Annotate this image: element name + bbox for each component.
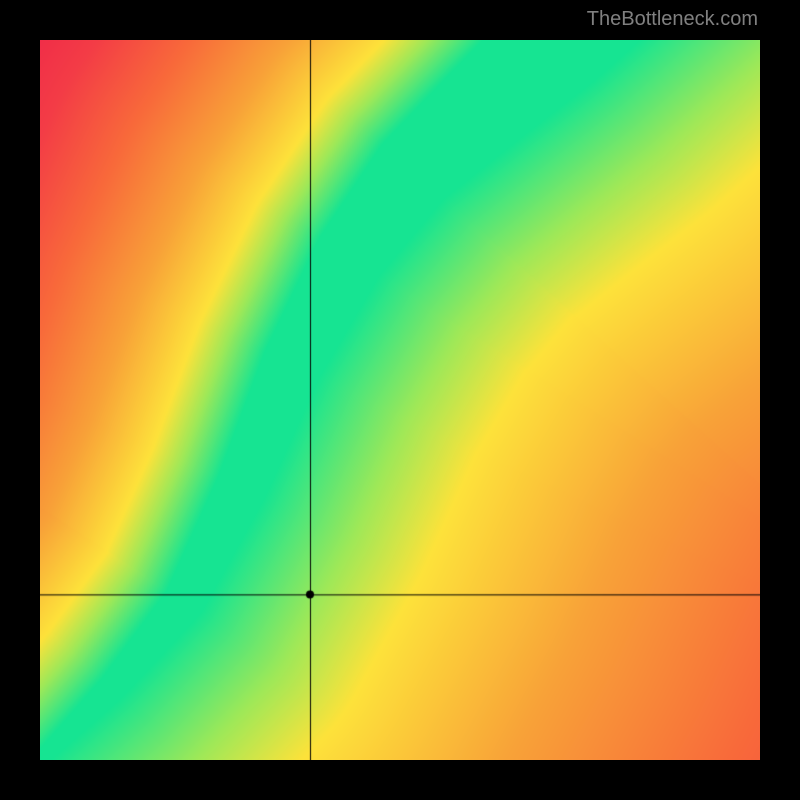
watermark-text: TheBottleneck.com — [587, 8, 758, 31]
heatmap-chart — [40, 40, 760, 760]
heatmap-canvas — [40, 40, 760, 760]
